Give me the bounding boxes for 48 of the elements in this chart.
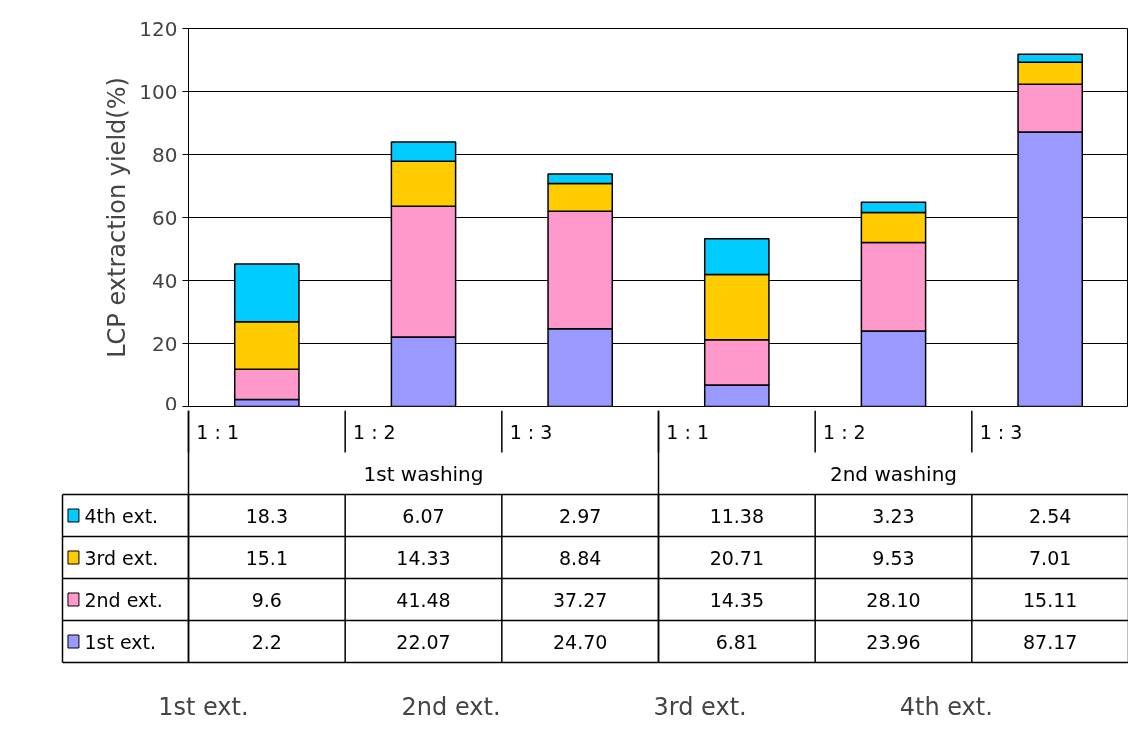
data-label: 87.17 (1022, 630, 1078, 653)
data-label: 18.3 (245, 504, 288, 527)
data-label: 41.48 (396, 588, 451, 611)
data-label: 6.07 (402, 504, 445, 527)
x-tick-label: 1 : 3 (979, 420, 1023, 443)
x-tick-label: 1 : 1 (196, 420, 240, 443)
text: 1st washing (363, 461, 484, 486)
text: 4th ext. (899, 693, 993, 721)
data-label: 8.84 (559, 546, 602, 569)
data-label: 23.96 (866, 630, 921, 653)
y-tick-label: 60 (152, 205, 178, 230)
data-label: 14.35 (709, 588, 765, 611)
x-tick-label: 1 : 2 (823, 420, 866, 443)
data-label: 2.97 (559, 504, 602, 527)
y-tick-label: 20 (152, 331, 178, 356)
text: 2nd washing (829, 461, 958, 486)
data-label: 6.81 (715, 630, 758, 653)
data-label: 7.01 (1029, 546, 1072, 569)
y-axis-title: LCP extraction yield(%) (103, 77, 132, 358)
legend-label: 2nd ext. (84, 588, 163, 611)
data-label: 9.6 (251, 588, 282, 611)
legend-label: 3rd ext. (84, 546, 159, 569)
y-tick-label: 80 (152, 142, 178, 167)
data-label: 15.1 (245, 546, 288, 569)
y-tick-label: 40 (152, 268, 178, 293)
data-label: 9.53 (872, 546, 915, 569)
text: 3rd ext. (653, 693, 747, 721)
data-label: 22.07 (396, 630, 451, 653)
data-label: 2.2 (251, 630, 282, 653)
data-label: 15.11 (1022, 588, 1078, 611)
legend-label: 1st ext. (84, 630, 157, 653)
data-label: 11.38 (709, 504, 765, 527)
data-label: 14.33 (396, 546, 451, 569)
data-label: 28.10 (866, 588, 921, 611)
data-label: 37.27 (552, 588, 608, 611)
y-tick-label: 120 (139, 16, 178, 41)
x-tick-label: 1 : 1 (666, 420, 710, 443)
text: 1st ext. (158, 693, 249, 721)
x-tick-label: 1 : 2 (353, 420, 396, 443)
legend-label: 4th ext. (84, 504, 159, 527)
data-label: 20.71 (709, 546, 765, 569)
text: 2nd ext. (401, 693, 501, 721)
y-tick-label: 0 (164, 391, 178, 416)
x-tick-label: 1 : 3 (509, 420, 553, 443)
data-label: 3.23 (872, 504, 915, 527)
data-label: 24.70 (552, 630, 608, 653)
data-label: 2.54 (1029, 504, 1072, 527)
y-tick-label: 100 (139, 79, 178, 104)
